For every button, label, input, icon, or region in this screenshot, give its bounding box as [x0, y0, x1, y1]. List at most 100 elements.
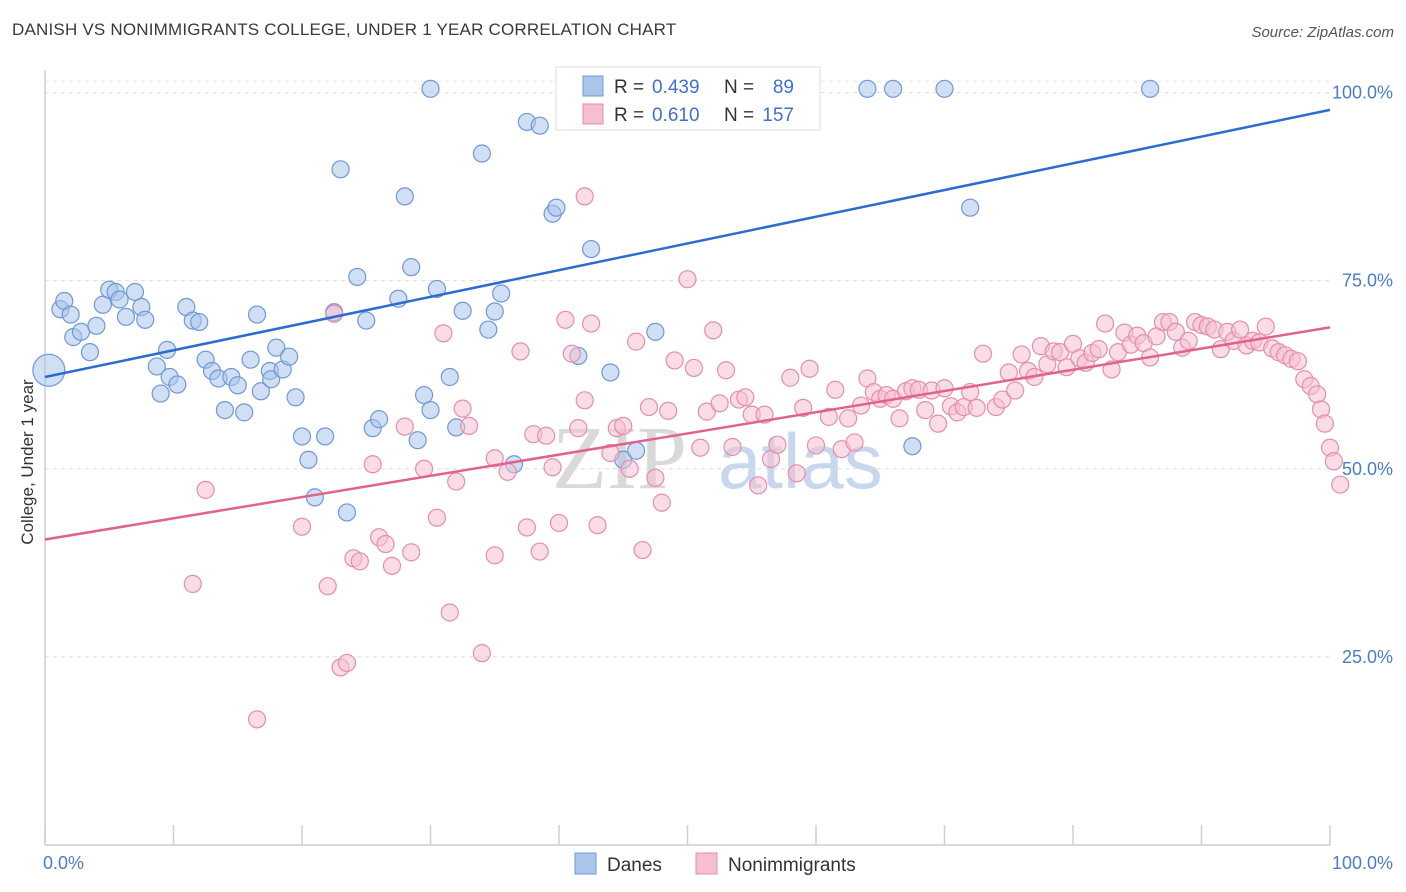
nonimmigrants-point	[1166, 322, 1185, 341]
nonimmigrants-point	[1006, 381, 1025, 400]
nonimmigrants-point	[183, 574, 202, 594]
nonimmigrants-point	[845, 433, 864, 452]
nonimmigrants-point	[395, 417, 414, 436]
danes-point	[316, 427, 335, 446]
nonimmigrants-swatch	[582, 103, 604, 125]
nonimmigrants-point	[723, 437, 742, 457]
nonimmigrants-point	[485, 546, 504, 565]
danes-point	[147, 357, 166, 376]
danes-swatch	[582, 75, 604, 97]
danes-point	[530, 116, 549, 135]
danes-point	[472, 144, 491, 163]
danes-point	[646, 322, 665, 341]
nonimmigrants-point	[382, 556, 402, 575]
watermark-atlas: atlas	[718, 417, 883, 505]
n-value: 89	[773, 77, 794, 98]
nonimmigrants-trend-line	[44, 326, 1331, 541]
nonimmigrants-point	[781, 368, 800, 387]
nonimmigrants-point	[575, 391, 594, 410]
nonimmigrants-point	[678, 270, 697, 289]
nonimmigrants-point	[447, 472, 466, 491]
nonimmigrants-legend-swatch	[695, 852, 718, 875]
danes-point	[961, 198, 980, 217]
danes-point	[262, 370, 281, 389]
danes-point	[251, 382, 270, 401]
nonimmigrants-point	[376, 534, 395, 554]
danes-legend-label: Danes	[607, 855, 662, 876]
danes-point	[125, 282, 145, 302]
danes-point	[116, 307, 136, 326]
nonimmigrants-point	[749, 476, 768, 495]
y-tick-label: 25.0%	[1342, 647, 1393, 667]
nonimmigrants-point	[710, 394, 729, 413]
x-tick-label-min: 0.0%	[43, 853, 84, 873]
danes-trend-line	[44, 108, 1331, 379]
danes-point	[935, 79, 954, 98]
nonimmigrants-point	[806, 436, 826, 455]
danes-point	[299, 450, 318, 469]
nonimmigrants-point	[1324, 452, 1343, 471]
nonimmigrants-point	[704, 321, 723, 340]
danes-point	[87, 316, 106, 335]
nonimmigrants-point	[639, 397, 659, 417]
nonimmigrants-point	[935, 379, 954, 398]
nonimmigrants-point	[530, 542, 549, 561]
nonimmigrants-point	[1051, 343, 1070, 362]
nonimmigrants-point	[967, 398, 986, 417]
danes-point	[421, 400, 440, 420]
danes-point	[235, 403, 254, 422]
trend-lines	[44, 108, 1331, 541]
danes-point	[421, 79, 440, 98]
nonimmigrants-point	[402, 543, 421, 562]
danes-point	[331, 160, 350, 179]
x-tick-label-max: 100.0%	[1332, 853, 1393, 873]
r-value: 0.439	[652, 77, 700, 98]
nonimmigrants-point	[916, 400, 935, 420]
nonimmigrants-point	[1179, 331, 1198, 350]
danes-point	[190, 312, 209, 332]
nonimmigrants-point	[292, 517, 312, 536]
n-label: N =	[724, 105, 754, 126]
chart-title: DANISH VS NONIMMIGRANTS COLLEGE, UNDER 1…	[12, 20, 677, 39]
nonimmigrants-point	[826, 380, 845, 399]
danes-point	[492, 284, 511, 303]
nonimmigrants-point	[556, 310, 575, 329]
nonimmigrants-point	[768, 435, 787, 454]
nonimmigrants-point	[659, 401, 678, 420]
nonimmigrants-point	[1096, 314, 1115, 333]
danes-point	[61, 305, 80, 324]
nonimmigrants-point	[453, 399, 472, 418]
danes-point	[414, 385, 434, 405]
danes-point	[402, 258, 421, 277]
nonimmigrants-point	[337, 653, 357, 673]
axes	[44, 70, 1331, 846]
nonimmigrants-point	[1288, 352, 1307, 371]
nonimmigrants-point	[588, 516, 607, 535]
nonimmigrants-point	[633, 540, 652, 560]
nonimmigrants-point	[1012, 345, 1031, 364]
danes-point	[547, 198, 566, 217]
danes-point	[110, 290, 129, 309]
danes-point	[228, 376, 247, 395]
danes-point	[357, 311, 376, 330]
danes-point	[903, 437, 922, 456]
nonimmigrants-point	[459, 416, 479, 435]
danes-point	[601, 363, 620, 382]
danes-point	[305, 488, 324, 507]
nonimmigrants-point	[691, 438, 710, 457]
y-axis-title: College, Under 1 year	[18, 379, 37, 545]
nonimmigrants-point	[1230, 320, 1250, 339]
nonimmigrants-point	[716, 361, 736, 380]
nonimmigrants-point	[537, 426, 556, 445]
stats-legend: R = 0.439 N = 89 R = 0.610 N = 157	[555, 66, 821, 131]
danes-point	[395, 187, 414, 206]
nonimmigrants-point	[646, 468, 665, 487]
series-legend: Danes Nonimmigrants	[574, 852, 856, 876]
danes-point	[427, 279, 447, 299]
danes-point	[80, 343, 100, 362]
nonimmigrants-point	[517, 518, 536, 537]
tick-labels: 25.0% 50.0% 75.0% 100.0% 0.0% 100.0%	[43, 83, 1393, 873]
nonimmigrants-point	[1256, 317, 1275, 336]
nonimmigrants-point	[549, 513, 569, 533]
y-tick-label: 100.0%	[1332, 83, 1393, 103]
